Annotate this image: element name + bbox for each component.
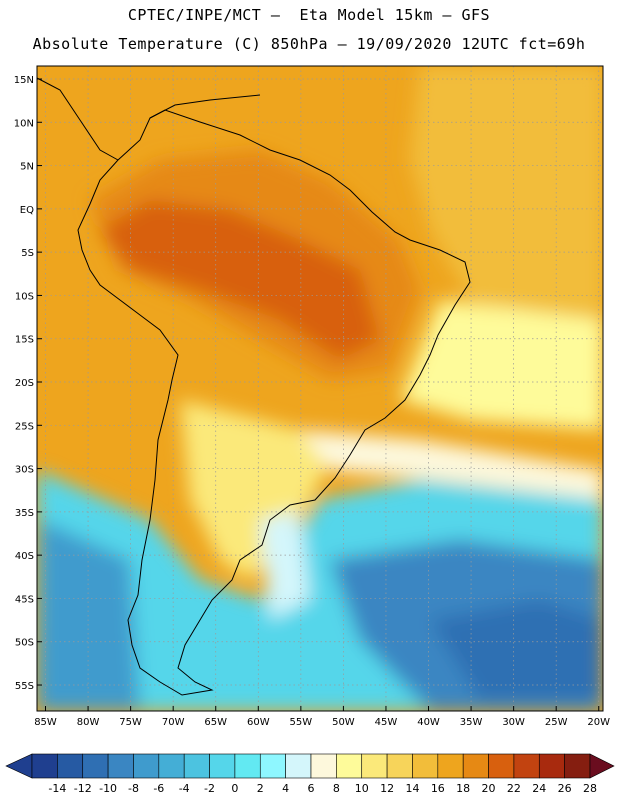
colorbar-box: [513, 753, 540, 779]
colorbar-box: [386, 753, 413, 779]
colorbar-label: -10: [99, 782, 117, 795]
colorbar-label: 4: [282, 782, 289, 795]
field-subtropical-high: [400, 300, 603, 430]
field-warm-tongue: [260, 510, 310, 620]
lat-label: 15S: [15, 335, 34, 346]
colorbar-label: -12: [74, 782, 92, 795]
colorbar-box: [488, 753, 515, 779]
colorbar-labels: -14 -12 -10 -8 -6 -4 -2 0 2 4 6 8 10 12 14 16 18 20 22 24 26…: [48, 782, 597, 795]
colorbar-arrow-left: [5, 753, 33, 779]
colorbar-box: [336, 753, 363, 779]
lat-label: 25S: [15, 421, 34, 432]
colorbar-box: [412, 753, 439, 779]
colorbar-label: -6: [153, 782, 164, 795]
colorbar-label: 24: [532, 782, 546, 795]
lon-label: 85W: [34, 717, 57, 728]
colorbar-label: 12: [380, 782, 394, 795]
lon-label: 40W: [417, 717, 440, 728]
lon-label: 70W: [162, 717, 185, 728]
temperature-field: [37, 66, 603, 711]
colorbar-label: 8: [333, 782, 340, 795]
lat-label: EQ: [20, 205, 34, 216]
lat-label: 10N: [14, 118, 34, 129]
longitude-labels: 85W 80W 75W 70W 65W 60W 55W 50W 45W 40W 35W 30W 25W 2…: [34, 706, 610, 728]
colorbar-box: [133, 753, 160, 779]
colorbar-box: [538, 753, 565, 779]
colorbar-box: [437, 753, 464, 779]
lon-label: 45W: [375, 717, 398, 728]
colorbar-box: [209, 753, 236, 779]
colorbar-label: -4: [179, 782, 190, 795]
colorbar-box: [285, 753, 312, 779]
colorbar-label: 26: [558, 782, 572, 795]
lon-label: 75W: [119, 717, 142, 728]
field-mild-south: [180, 400, 340, 580]
lat-label: 5N: [20, 162, 34, 173]
field-front-band: [300, 430, 603, 500]
colorbar-box: [31, 753, 58, 779]
colorbar-arrow-right: [589, 753, 615, 779]
lat-label: 45S: [15, 594, 34, 605]
colorbar-box: [361, 753, 388, 779]
lon-label: 65W: [204, 717, 227, 728]
colorbar-label: 6: [308, 782, 315, 795]
south-america-outline: [77, 109, 471, 696]
lat-label: 50S: [15, 638, 34, 649]
lat-label: 5S: [21, 248, 34, 259]
lat-label: 35S: [15, 508, 34, 519]
chart-title-line-1: CPTEC/INPE/MCT — Eta Model 15km — GFS: [127, 6, 491, 24]
lon-label: 60W: [247, 717, 270, 728]
colorbar-box: [57, 753, 84, 779]
lon-label: 20W: [587, 717, 610, 728]
colorbar-label: -8: [128, 782, 139, 795]
colorbar-box: [82, 753, 109, 779]
colorbar-label: 28: [583, 782, 597, 795]
lat-label: 40S: [15, 551, 34, 562]
field-coldest-atlantic: [430, 600, 603, 700]
lon-label: 25W: [545, 717, 568, 728]
colorbar-box: [107, 753, 134, 779]
lon-label: 35W: [460, 717, 483, 728]
coastlines: [37, 77, 471, 696]
lon-label: 50W: [332, 717, 355, 728]
field-cold-pacific: [37, 520, 140, 711]
colorbar-label: 10: [355, 782, 369, 795]
central-america-outline: [37, 77, 119, 161]
field-hottest-core: [100, 200, 380, 360]
colorbar-label: 0: [231, 782, 238, 795]
colorbar-label: -14: [48, 782, 66, 795]
colorbar-box: [462, 753, 489, 779]
chart-title-line-2: Absolute Temperature (C) 850hPa — 19/09/…: [32, 35, 586, 53]
colorbar-box: [183, 753, 210, 779]
colorbar-boxes: [5, 753, 615, 779]
colorbar-box: [310, 753, 337, 779]
lat-label: 55S: [15, 681, 34, 692]
field-warm-ocean: [410, 66, 603, 330]
map-frame: [36, 65, 604, 712]
colorbar-box: [234, 753, 261, 779]
lat-label: 15N: [14, 75, 34, 86]
lat-label: 10S: [15, 291, 34, 302]
colorbar-label: 14: [405, 782, 419, 795]
colorbar-label: 18: [456, 782, 470, 795]
lon-label: 55W: [290, 717, 313, 728]
colorbar-label: -2: [204, 782, 215, 795]
lon-label: 80W: [77, 717, 100, 728]
latitude-labels: 15N 10N 5N EQ 5S 10S 15S 20S 25S 30S 35S 40S 45S 50S 5…: [14, 75, 42, 692]
colorbar-label: 16: [431, 782, 445, 795]
colorbar-label: 2: [257, 782, 264, 795]
colorbar-box: [564, 753, 591, 779]
colorbar-box: [259, 753, 286, 779]
caribbean-coast: [149, 94, 261, 119]
lat-label: 20S: [15, 378, 34, 389]
colorbar-label: 22: [507, 782, 521, 795]
colorbar-box: [158, 753, 185, 779]
lon-label: 30W: [502, 717, 525, 728]
colorbar-label: 20: [482, 782, 496, 795]
lat-label: 30S: [15, 465, 34, 476]
